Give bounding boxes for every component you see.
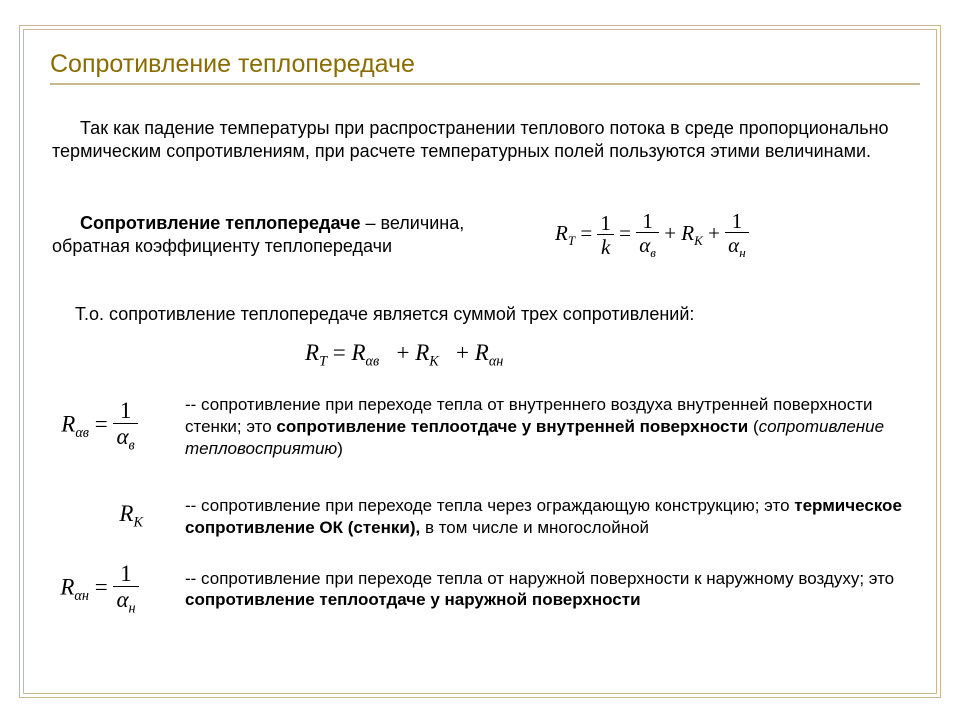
term2-sym-sub: K <box>133 515 143 531</box>
term3-frac: 1 αн <box>113 562 138 617</box>
sumeq-lhs: R <box>305 340 319 365</box>
sumeq-t3: R <box>475 340 489 365</box>
term3-frac-den-sub: н <box>129 601 136 617</box>
term1-bold1: сопротивление теплоотдаче у внутренней п… <box>276 417 748 436</box>
eq-equals-2: = <box>619 221 636 245</box>
eq-frac2-num: 1 <box>642 209 653 233</box>
term1-symbol: Rαв = 1 αв <box>32 399 167 454</box>
term3-eq-sign: = <box>95 575 114 600</box>
definition-text: Сопротивление теплопередаче – величина, … <box>52 212 527 258</box>
term3-dash: -- <box>185 569 201 588</box>
definition-lead-bold: Сопротивление теплопередаче <box>80 213 361 233</box>
title-block: Сопротивление теплопередаче <box>50 50 920 85</box>
eq-frac2-den-sub: в <box>650 245 656 260</box>
term3-symbol: Rαн = 1 αн <box>32 562 167 617</box>
eq-mid-sym: R <box>681 221 694 245</box>
term1-sym-sub: αв <box>75 426 89 442</box>
intro-paragraph: Так как падение температуры при распрост… <box>52 117 912 162</box>
sumeq-lhs-sub: T <box>319 354 327 370</box>
eq-frac3-den-sym: α <box>728 233 739 257</box>
eq-frac-2: 1 αв <box>636 210 659 260</box>
eq-plus-1: + <box>664 221 681 245</box>
definition-equation: RT = 1 k = 1 αв + RK + 1 αн <box>555 210 749 260</box>
eq-frac3-den-sub: н <box>739 245 745 260</box>
term-row-2: RK -- сопротивление при переходе тепла ч… <box>32 495 932 539</box>
term2-sym-main: R <box>119 501 133 526</box>
definition-row: Сопротивление теплопередаче – величина, … <box>52 210 922 260</box>
eq-frac1-num: 1 <box>600 211 611 235</box>
term1-sym-main: R <box>61 412 75 437</box>
eq-lhs-sub: T <box>568 233 575 248</box>
term1-frac: 1 αв <box>113 399 137 454</box>
eq-mid-sub: K <box>694 233 703 248</box>
eq-frac1-den: k <box>601 235 610 259</box>
sumeq-plus1: + <box>385 340 415 365</box>
eq-lhs-sym: R <box>555 221 568 245</box>
term3-plain1: сопротивление при переходе тепла от нару… <box>201 569 894 588</box>
term1-frac-den-sym: α <box>116 424 128 449</box>
eq-frac3-num: 1 <box>732 209 743 233</box>
sumeq-t1-sub: αв <box>366 354 380 370</box>
eq-frac-3: 1 αн <box>725 210 749 260</box>
term1-plain2: ( <box>748 417 758 436</box>
term3-frac-den-sym: α <box>116 587 128 612</box>
term1-frac-num: 1 <box>120 398 132 423</box>
title-underline <box>50 83 920 85</box>
term3-sym-sub: αн <box>74 588 89 604</box>
term-row-1: Rαв = 1 αв -- сопротивление при переходе… <box>32 394 932 459</box>
eq-frac-1: 1 k <box>597 212 614 258</box>
term2-symbol: RK <box>32 501 167 532</box>
term2-plain1: сопротивление при переходе тепла через о… <box>201 496 794 515</box>
slide-title: Сопротивление теплопередаче <box>50 50 920 79</box>
sum-line: Т.о. сопротивление теплопередаче являетс… <box>75 304 694 325</box>
term3-frac-num: 1 <box>120 561 132 586</box>
term3-bold1: сопротивление теплоотдаче у наружной пов… <box>185 590 641 609</box>
term3-sym-main: R <box>60 575 74 600</box>
term1-frac-den-sub: в <box>129 438 135 454</box>
term1-dash: -- <box>185 395 201 414</box>
sumeq-plus2: + <box>445 340 475 365</box>
term1-eq-sign: = <box>95 412 114 437</box>
sumeq-t2-sub: K <box>429 354 439 370</box>
sumeq-equals: = <box>333 340 352 365</box>
sumeq-t3-sub: αн <box>489 354 504 370</box>
eq-equals-1: = <box>580 221 597 245</box>
sum-equation: RT = Rαв + RK + Rαн <box>305 340 503 371</box>
eq-plus-2: + <box>708 221 725 245</box>
term-row-3: Rαн = 1 αн -- сопротивление при переходе… <box>32 562 932 617</box>
sumeq-t1: R <box>351 340 365 365</box>
term3-description: -- сопротивление при переходе тепла от н… <box>185 568 932 612</box>
sumeq-t2: R <box>415 340 429 365</box>
term2-plain2: в том числе и многослойной <box>420 518 649 537</box>
term2-dash: -- <box>185 496 201 515</box>
term1-plain3: ) <box>337 439 343 458</box>
eq-frac2-den-sym: α <box>639 233 650 257</box>
term1-description: -- сопротивление при переходе тепла от в… <box>185 394 932 459</box>
term2-description: -- сопротивление при переходе тепла чере… <box>185 495 932 539</box>
